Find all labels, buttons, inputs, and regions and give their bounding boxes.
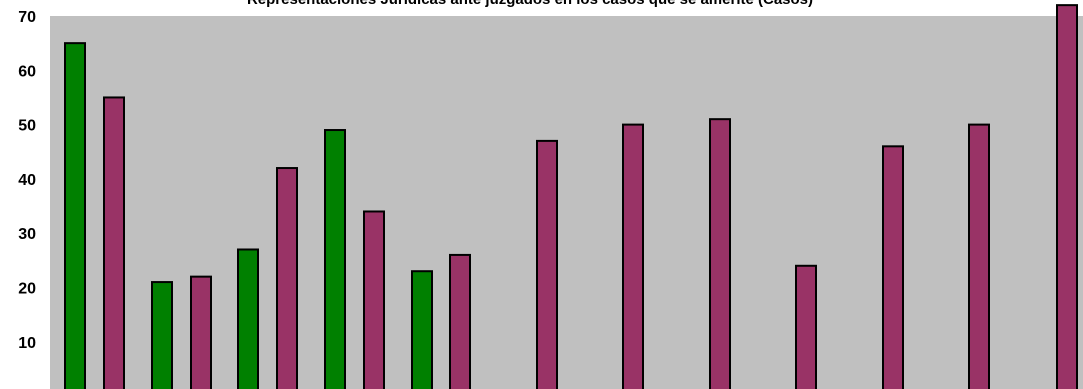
bar <box>151 281 173 389</box>
bar <box>103 96 125 389</box>
y-tick-label: 60 <box>18 63 36 80</box>
bar <box>536 139 558 389</box>
bar <box>795 264 817 389</box>
bar <box>622 123 644 389</box>
chart-title: Representaciones Jurídicas ante juzgados… <box>247 0 813 8</box>
y-tick-label: 30 <box>18 226 36 243</box>
bar <box>276 167 298 389</box>
bar <box>324 129 346 389</box>
bar <box>882 145 904 389</box>
bar <box>190 275 212 389</box>
bar <box>968 123 990 389</box>
plot-area <box>50 16 1083 389</box>
bar <box>64 42 86 389</box>
y-tick-label: 20 <box>18 281 36 298</box>
y-tick-label: 50 <box>18 118 36 135</box>
bar <box>363 210 385 389</box>
y-tick-label: 10 <box>18 335 36 352</box>
bar <box>411 270 433 389</box>
bar <box>237 248 259 389</box>
bars <box>64 4 1078 389</box>
bar <box>1056 4 1078 389</box>
bar <box>709 118 731 389</box>
y-tick-label: 70 <box>18 9 36 26</box>
bar <box>449 253 471 389</box>
y-tick-label: 40 <box>18 172 36 189</box>
y-axis-ticks: 010203040506070 <box>18 9 36 352</box>
